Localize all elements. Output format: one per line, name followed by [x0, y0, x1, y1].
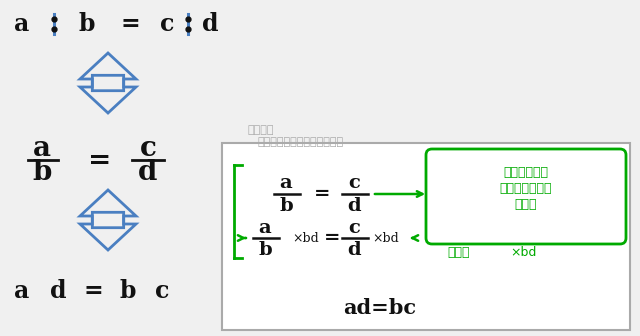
- Text: b: b: [120, 279, 136, 303]
- Text: をする: をする: [515, 198, 537, 210]
- Text: 両辺に: 両辺に: [447, 246, 470, 258]
- Text: b: b: [32, 160, 52, 186]
- Text: c: c: [155, 279, 169, 303]
- Text: 両辺に同じこと: 両辺に同じこと: [500, 181, 552, 195]
- Text: d: d: [50, 279, 67, 303]
- Text: ここで、: ここで、: [248, 125, 275, 135]
- FancyBboxPatch shape: [426, 149, 626, 244]
- Text: a: a: [14, 279, 29, 303]
- Text: a: a: [14, 12, 29, 36]
- Text: =: =: [324, 229, 340, 247]
- Text: b: b: [79, 12, 95, 36]
- Text: ad=bc: ad=bc: [344, 298, 417, 318]
- Text: =: =: [83, 279, 103, 303]
- Text: ×bd: ×bd: [372, 232, 399, 245]
- Text: b: b: [279, 197, 293, 215]
- Text: b: b: [258, 241, 272, 259]
- Text: =: =: [88, 146, 112, 173]
- FancyBboxPatch shape: [222, 143, 630, 330]
- Text: d: d: [347, 241, 361, 259]
- Text: c: c: [348, 174, 360, 192]
- Text: =: =: [120, 12, 140, 36]
- Text: c: c: [348, 219, 360, 237]
- Text: a: a: [280, 174, 292, 192]
- Text: c: c: [160, 12, 174, 36]
- Text: ×bd: ×bd: [292, 232, 319, 245]
- Text: d: d: [347, 197, 361, 215]
- Text: d: d: [202, 12, 218, 36]
- Text: d: d: [138, 160, 157, 186]
- Text: ×bd: ×bd: [510, 246, 536, 258]
- Text: =: =: [314, 185, 330, 203]
- Text: 式変形をし分数をはずします: 式変形をし分数をはずします: [258, 137, 344, 147]
- Text: a: a: [259, 219, 271, 237]
- Text: a: a: [33, 134, 51, 162]
- Text: 等式の変形は: 等式の変形は: [504, 166, 548, 178]
- Text: c: c: [140, 134, 156, 162]
